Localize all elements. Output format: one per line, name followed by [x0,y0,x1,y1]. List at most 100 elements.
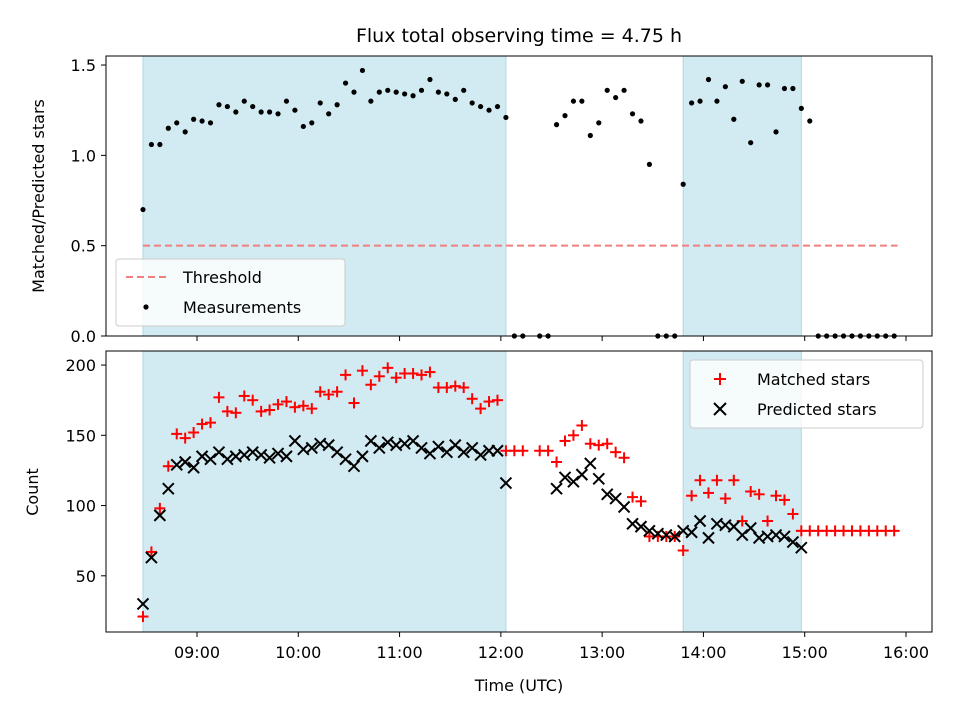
matched-star-point [610,446,622,458]
measurement-point [553,122,560,128]
matched-star-point [888,525,900,537]
measurement-point [165,125,171,131]
matched-star-point [205,417,217,429]
predicted-star-point [558,471,572,484]
measurement-point [207,120,214,126]
ratio-observing-window-2 [682,55,802,337]
x-tick-label: 13:00 [579,643,625,662]
measurement-point [469,100,475,106]
matched-star-point [517,445,529,457]
matched-star-point [483,396,495,408]
predicted-star-point [465,441,479,455]
measurement-point [444,91,450,97]
predicted-star-point [432,440,445,453]
matched-star-point [306,403,318,415]
measurement-point [781,85,788,92]
predicted-star-point [322,438,335,452]
x-tick-label: 14:00 [680,643,726,662]
predicted-star-point [246,445,259,459]
ratio-y-tick-label: 1.0 [71,146,96,165]
measurement-point [503,114,509,121]
measurement-point [773,129,779,135]
measurement-point [646,161,653,167]
predicted-star-point [668,530,681,543]
predicted-star-point [702,531,715,545]
predicted-star-point [449,438,462,452]
count-legend: Matched stars Predicted stars [689,359,924,429]
x-tick-label: 11:00 [377,643,423,662]
predicted-star-point [736,528,749,542]
measurement-point [250,103,256,110]
ratio-legend: Threshold Measurements [115,258,346,327]
measurement-point [478,103,484,110]
matched-star-point [677,545,689,557]
ratio-legend-box [115,258,346,327]
matched-star-point [356,365,368,377]
matched-star-point [255,405,267,417]
predicted-star-point [634,520,648,533]
count-y-tick-label: 150 [65,426,96,445]
measurement-point [435,89,441,95]
measurement-point [418,87,425,93]
measurement-point [579,98,585,104]
measurement-point [587,132,593,139]
measurement-point [638,118,644,124]
measurement-point [368,98,374,104]
measurement-point [798,105,804,111]
matched-star-point [593,439,605,451]
matched-star-point [314,386,326,398]
matched-star-point [702,487,714,499]
matched-star-point [171,428,183,440]
measurement-point [191,116,197,122]
matched-star-point [137,611,149,623]
matched-star-point [694,474,706,486]
ratio-panel: 0.0 0.5 1.0 1.5 Matched/Predicted stars Thr… [29,55,933,346]
predicted-star-point [145,551,158,564]
legend-predicted-label: Predicted stars [757,400,877,419]
predicted-star-point [491,444,504,457]
x-tick-label: 09:00 [174,643,220,662]
count-panel: 09:00 10:00 11:00 12:00 13:00 14:00 15:00 16:00… [23,350,933,695]
count-y-tick-label: 100 [65,497,96,516]
matched-star-point [424,366,436,378]
ratio-y-tick-label: 1.5 [71,56,96,75]
measurement-point [722,84,728,90]
matched-star-point [179,432,191,444]
predicted-star-point [263,451,276,464]
predicted-star-point [271,447,285,460]
measurement-point [317,100,323,106]
measurement-point [461,87,467,93]
measurement-point [402,91,408,97]
measurement-point [359,67,366,74]
measurement-point [385,87,391,93]
predicted-star-point [601,488,614,501]
matched-star-point [238,390,250,402]
measurement-point [494,103,501,110]
matched-star-point [264,404,276,416]
count-y-tick-label: 50 [76,567,96,586]
measurement-point [224,103,230,110]
measurement-point [199,118,205,124]
measurement-point [174,120,180,126]
x-tick-label: 10:00 [275,643,321,662]
measurement-point [562,113,568,119]
measurement-point [613,94,619,101]
measurement-point [410,93,416,99]
count-legend-box [689,359,924,429]
matched-star-point [213,391,225,403]
measurement-point [342,80,349,86]
measurement-point [748,140,754,146]
matched-star-point [340,369,352,381]
measurement-point [731,116,737,122]
measurement-point [697,98,703,104]
matched-star-point [221,405,233,417]
predicted-star-point [440,445,454,459]
predicted-star-point [195,450,209,463]
measurement-point [351,89,357,95]
predicted-star-point [356,450,369,463]
predicted-star-point [550,482,563,495]
ratio-panel-frame [105,55,933,337]
matched-star-point [441,382,453,394]
predicted-star-point [221,452,234,466]
predicted-star-point [575,468,589,481]
